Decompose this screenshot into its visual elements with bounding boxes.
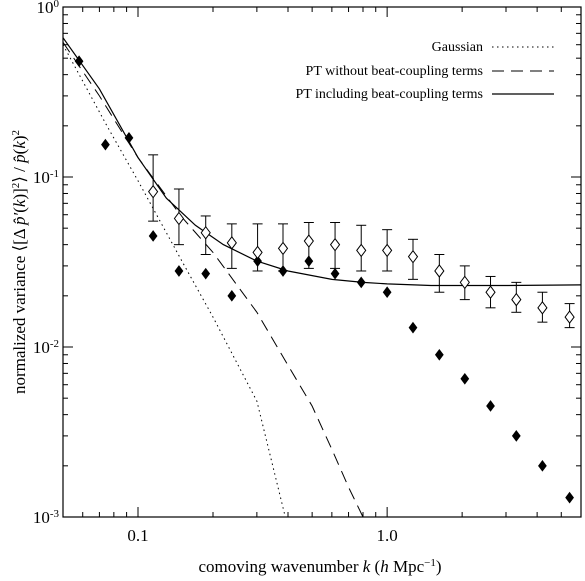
x-tick-label: 0.1 (127, 526, 148, 545)
series-line-1 (63, 42, 364, 517)
y-tick-label: 10-1 (33, 168, 59, 187)
data-point-filled (148, 230, 158, 242)
data-point-open (459, 275, 470, 290)
data-point-open (303, 234, 314, 248)
data-point-filled (408, 321, 418, 334)
data-point-open (252, 245, 263, 260)
data-point-open (564, 310, 575, 324)
data-point-filled (74, 55, 84, 68)
data-point-filled (486, 400, 495, 412)
data-point-filled (201, 267, 211, 280)
axis-ticks (62, 7, 582, 518)
data-point-open (356, 243, 367, 258)
legend-label-pt-without: PT without beat-coupling terms (306, 64, 483, 79)
legend-entry-gaussian: Gaussian (432, 40, 554, 55)
legend-label-pt-including: PT including beat-coupling terms (295, 87, 483, 102)
data-point-open (434, 264, 445, 278)
data-point-filled (356, 276, 366, 289)
legend-entry-pt-without: PT without beat-coupling terms (306, 64, 554, 79)
data-point-open (511, 292, 522, 307)
data-point-filled (174, 265, 184, 277)
data-point-open (173, 211, 185, 226)
data-point-filled (124, 131, 134, 144)
data-point-open (485, 285, 496, 300)
legend-label-gaussian: Gaussian (432, 40, 483, 55)
plot-frame (62, 6, 582, 518)
data-point-filled (565, 491, 574, 504)
data-point-filled (538, 459, 547, 472)
y-axis-title: normalized variance ⟨[Δ p̂′(k)]2⟩ / p̂(k… (10, 130, 29, 394)
legend-entry-pt-including: PT including beat-coupling terms (295, 87, 554, 102)
data-point-filled (460, 372, 470, 385)
y-tick-label: 10-2 (33, 338, 59, 357)
data-point-open (407, 249, 419, 264)
data-point-filled (382, 286, 392, 299)
x-axis-title: comoving wavenumber k (h Mpc−1) (198, 557, 441, 576)
series-line-0 (63, 44, 286, 517)
data-point-filled (511, 430, 521, 442)
data-point-open (329, 237, 341, 252)
data-point-open (382, 243, 393, 258)
series-layer (63, 37, 581, 517)
y-tick-label: 10-3 (33, 508, 60, 527)
data-point-filled (330, 267, 340, 280)
data-point-open (200, 225, 211, 240)
data-point-open (277, 241, 289, 256)
data-point-open (226, 235, 237, 250)
x-tick-label: 1.0 (377, 526, 398, 545)
data-point-filled (227, 289, 237, 302)
tick-labels: 0.1 1.0 100 10-1 10-2 10-3 (33, 0, 398, 545)
legend: Gaussian PT without beat-coupling terms … (295, 40, 554, 102)
data-point-filled (101, 138, 110, 151)
data-point-filled (434, 348, 444, 361)
y-tick-label: 100 (37, 0, 60, 17)
data-point-open (147, 184, 159, 199)
data-point-open (537, 300, 548, 315)
